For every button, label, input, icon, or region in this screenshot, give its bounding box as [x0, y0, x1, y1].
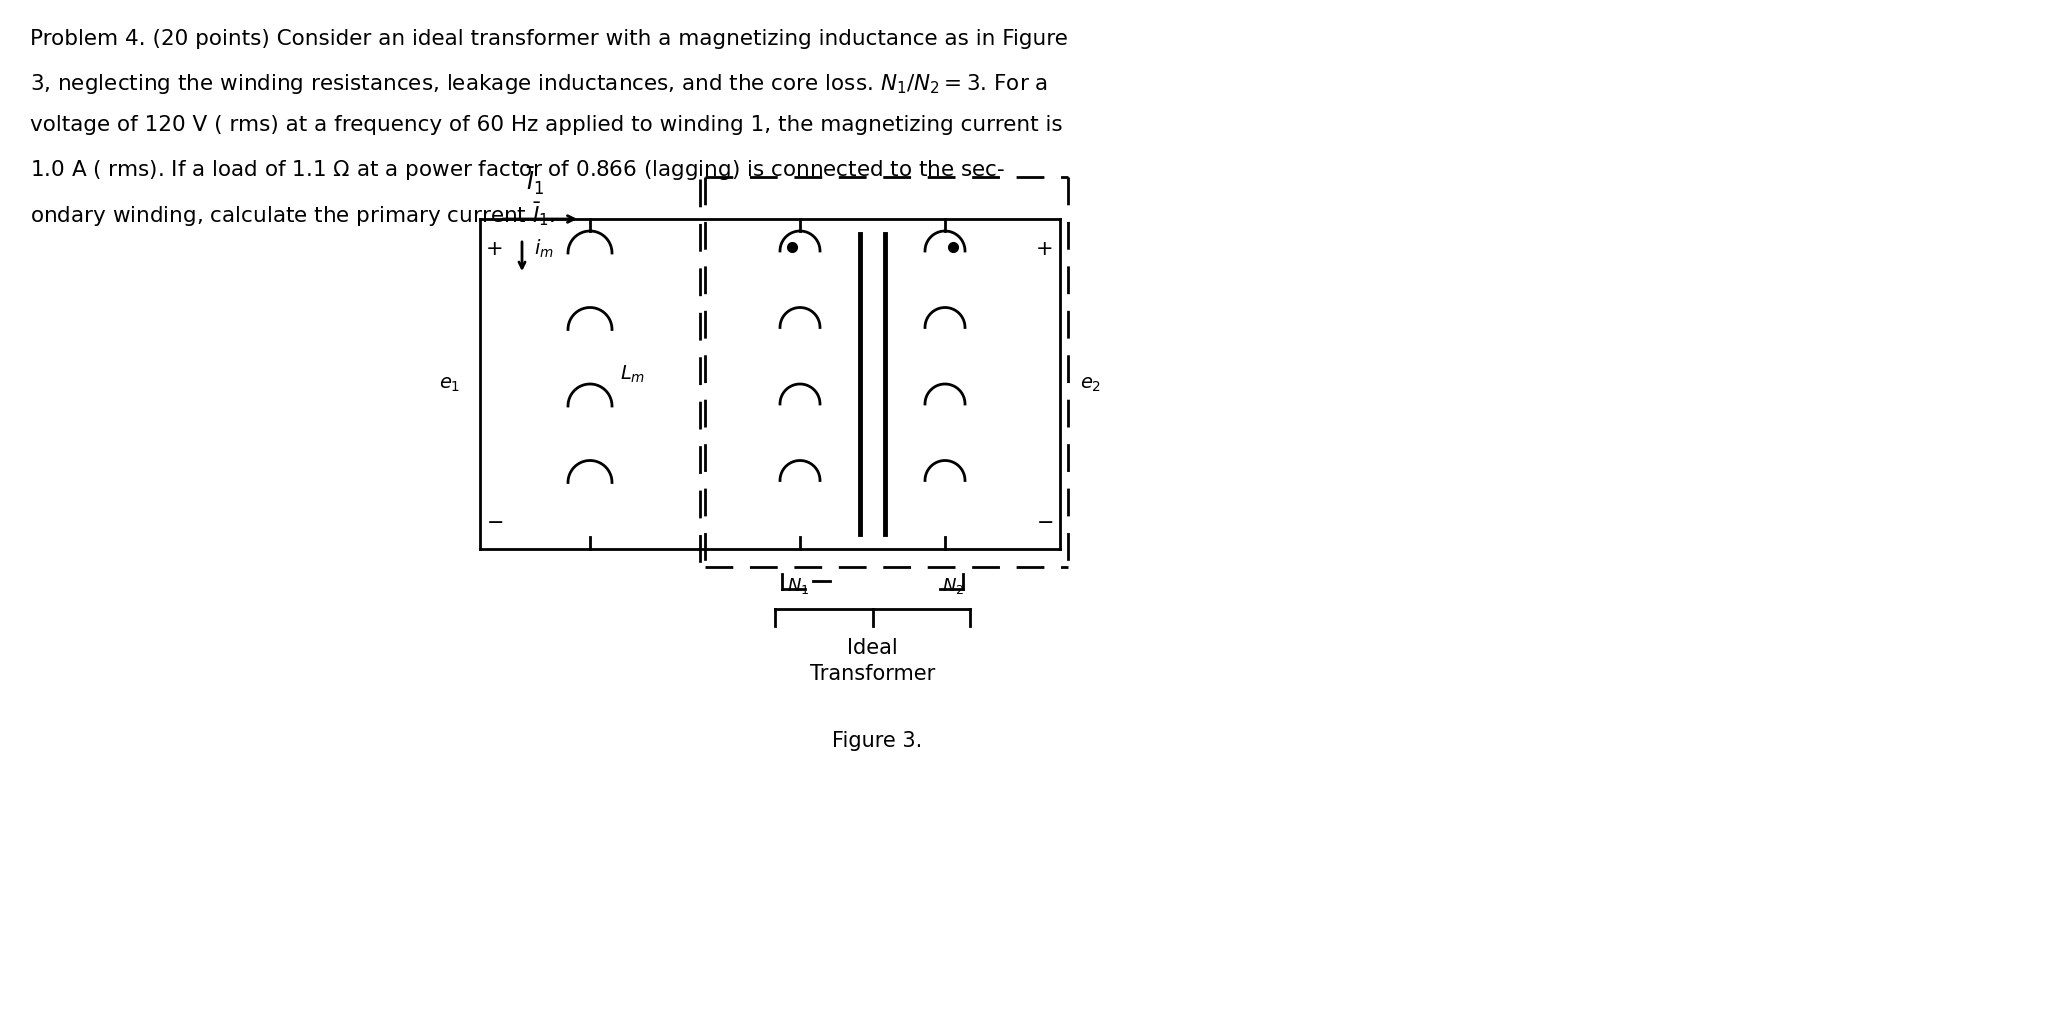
- Text: Figure 3.: Figure 3.: [833, 731, 923, 751]
- Text: Ideal
Transformer: Ideal Transformer: [810, 638, 935, 684]
- Text: ondary winding, calculate the primary current $\bar{I}_1$.: ondary winding, calculate the primary cu…: [31, 201, 554, 229]
- Text: $e_1$: $e_1$: [438, 374, 460, 394]
- Text: $e_2$: $e_2$: [1080, 374, 1101, 394]
- Text: $L_m$: $L_m$: [620, 363, 644, 384]
- Text: 3, neglecting the winding resistances, leakage inductances, and the core loss. $: 3, neglecting the winding resistances, l…: [31, 72, 1048, 96]
- Text: +: +: [1035, 239, 1054, 259]
- Text: $N_2$: $N_2$: [941, 576, 964, 596]
- Text: $-$: $-$: [487, 511, 503, 531]
- Text: $N_1$: $N_1$: [788, 576, 810, 596]
- Text: voltage of 120 V ( rms) at a frequency of 60 Hz applied to winding 1, the magnet: voltage of 120 V ( rms) at a frequency o…: [31, 115, 1062, 135]
- Text: +: +: [487, 239, 503, 259]
- Text: $\bar{I}_1$: $\bar{I}_1$: [526, 165, 544, 197]
- Text: 1.0 A ( rms). If a load of 1.1 $\Omega$ at a power factor of 0.866 (lagging) is : 1.0 A ( rms). If a load of 1.1 $\Omega$ …: [31, 158, 1005, 182]
- Text: Problem 4. (20 points) Consider an ideal transformer with a magnetizing inductan: Problem 4. (20 points) Consider an ideal…: [31, 29, 1068, 49]
- Text: $-$: $-$: [1037, 511, 1054, 531]
- Text: $i_m$: $i_m$: [534, 238, 554, 260]
